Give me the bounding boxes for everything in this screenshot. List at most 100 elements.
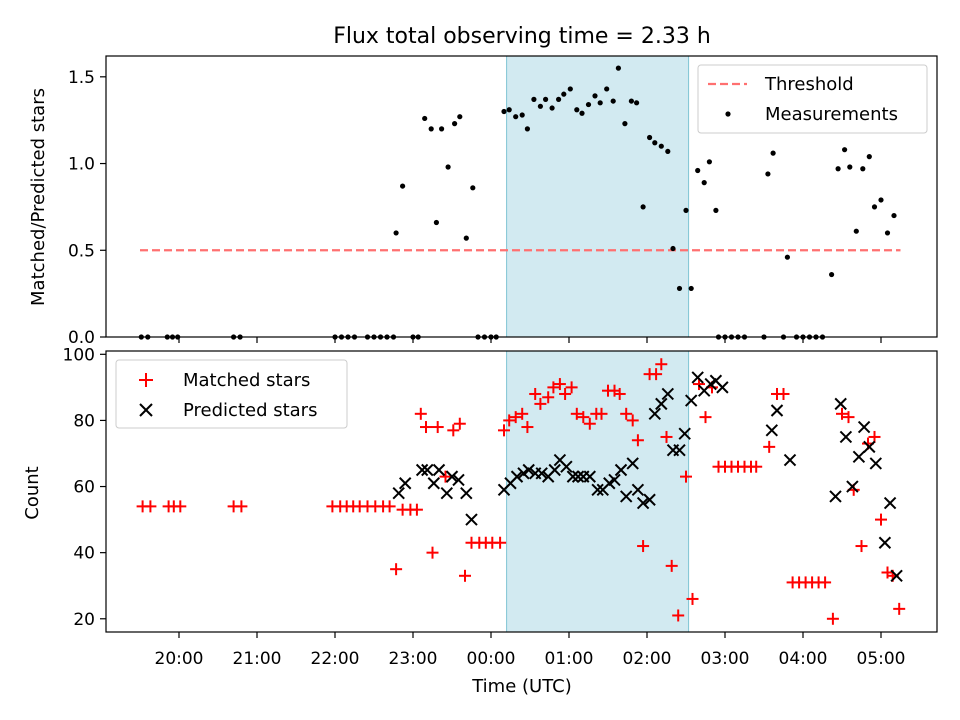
predicted-star-point bbox=[765, 424, 779, 437]
measurement-point bbox=[556, 96, 562, 102]
matched-star-point bbox=[819, 576, 832, 589]
measurement-point bbox=[610, 98, 616, 104]
predicted-star-point bbox=[608, 473, 621, 487]
bottom-panel: 20 40 60 80 100 20:00 21:00 22:00 23:00 00:00 01:… bbox=[22, 345, 938, 697]
matched-star-point bbox=[553, 378, 566, 391]
top-y-tick-label: 1.5 bbox=[68, 68, 95, 88]
x-tick-label: 03:00 bbox=[701, 649, 750, 669]
measurement-point bbox=[400, 183, 406, 189]
predicted-star-point bbox=[655, 397, 668, 411]
x-tick-label: 20:00 bbox=[155, 649, 204, 669]
legend-measurements-swatch bbox=[725, 111, 731, 117]
matched-star-point bbox=[383, 500, 396, 513]
predicted-star-point bbox=[510, 470, 524, 483]
matched-star-point bbox=[583, 417, 596, 430]
top-y-tick-label: 0.0 bbox=[68, 328, 95, 348]
predicted-star-point bbox=[878, 536, 892, 549]
matched-star-point bbox=[410, 503, 423, 516]
measurement-point bbox=[439, 126, 445, 132]
matched-star-point bbox=[577, 411, 590, 424]
predicted-star-point bbox=[839, 430, 853, 444]
predicted-star-point bbox=[631, 483, 645, 497]
measurement-point bbox=[866, 154, 872, 160]
predicted-star-point bbox=[770, 404, 784, 417]
matched-star-point bbox=[390, 563, 403, 576]
matched-star-point bbox=[565, 381, 578, 394]
measurement-point bbox=[713, 207, 719, 213]
matched-star-point bbox=[509, 411, 522, 424]
predicted-star-point bbox=[678, 427, 691, 440]
measurement-point bbox=[835, 166, 841, 172]
top-highlight-span bbox=[506, 55, 690, 338]
measurement-point bbox=[470, 185, 476, 191]
matched-star-point bbox=[631, 434, 644, 447]
matched-star-point bbox=[750, 460, 763, 473]
measurement-point bbox=[891, 212, 897, 219]
predicted-star-point bbox=[445, 470, 459, 483]
predicted-star-point bbox=[716, 381, 729, 394]
matched-star-point bbox=[680, 470, 692, 483]
predicted-star-point bbox=[684, 394, 698, 407]
measurement-point bbox=[519, 112, 525, 118]
matched-star-point bbox=[431, 421, 444, 434]
measurement-point bbox=[549, 105, 555, 111]
measurement-point bbox=[433, 219, 439, 226]
measurement-point bbox=[770, 150, 776, 156]
predicted-star-point bbox=[890, 569, 903, 583]
measurement-point bbox=[592, 93, 598, 99]
measurement-point bbox=[597, 100, 603, 106]
matched-star-point bbox=[498, 424, 510, 437]
matched-star-point bbox=[595, 407, 608, 420]
x-tick-label: 02:00 bbox=[623, 649, 672, 669]
top-plot-frame bbox=[105, 55, 938, 338]
measurement-point bbox=[531, 96, 537, 102]
predicted-star-point bbox=[863, 440, 876, 454]
matched-star-point bbox=[542, 391, 555, 404]
matched-star-point bbox=[893, 602, 906, 615]
legend-matched-swatch bbox=[139, 373, 153, 387]
measurement-point bbox=[501, 108, 507, 115]
bottom-y-tick-label: 20 bbox=[73, 610, 95, 630]
measurement-point bbox=[676, 285, 683, 292]
measurement-point bbox=[647, 134, 653, 141]
measurement-point bbox=[853, 228, 859, 234]
matched-star-point bbox=[144, 500, 157, 513]
predicted-star-point bbox=[661, 387, 675, 401]
measurement-point bbox=[628, 98, 635, 104]
matched-star-point bbox=[826, 612, 839, 625]
matched-star-point bbox=[637, 540, 650, 553]
matched-star-point bbox=[613, 387, 626, 400]
measurement-point bbox=[765, 171, 771, 177]
predicted-star-point bbox=[560, 460, 573, 473]
predicted-star-point bbox=[591, 483, 604, 497]
predicted-star-point bbox=[626, 457, 639, 470]
top-y-tick-label: 1.0 bbox=[68, 155, 95, 175]
matched-star-point bbox=[503, 414, 516, 427]
chart-title: Flux total observing time = 2.33 h bbox=[333, 24, 711, 49]
measurement-point bbox=[884, 230, 891, 236]
measurement-point bbox=[784, 254, 791, 260]
measurement-point bbox=[701, 180, 707, 186]
predicted-star-point bbox=[673, 443, 686, 457]
measurement-point bbox=[537, 103, 544, 109]
measurement-point bbox=[622, 121, 628, 127]
bottom-y-tick-label: 100 bbox=[63, 345, 95, 365]
measurement-point bbox=[561, 91, 567, 97]
measurement-point bbox=[543, 96, 549, 102]
x-tick-label: 01:00 bbox=[545, 649, 594, 669]
matched-star-point bbox=[459, 569, 471, 582]
measurement-point bbox=[652, 140, 658, 146]
predicted-star-point bbox=[571, 470, 585, 483]
matched-star-point bbox=[516, 407, 529, 420]
predicted-star-point bbox=[548, 463, 561, 477]
matched-star-point bbox=[672, 609, 685, 622]
legend-measurements-label: Measurements bbox=[765, 104, 898, 125]
measurement-point bbox=[615, 65, 622, 71]
matched-star-point bbox=[836, 407, 848, 420]
predicted-star-point bbox=[846, 480, 859, 493]
matched-star-point bbox=[699, 411, 712, 424]
predicted-star-point bbox=[452, 473, 465, 487]
matched-star-point bbox=[868, 430, 881, 443]
matched-star-point bbox=[650, 368, 663, 381]
